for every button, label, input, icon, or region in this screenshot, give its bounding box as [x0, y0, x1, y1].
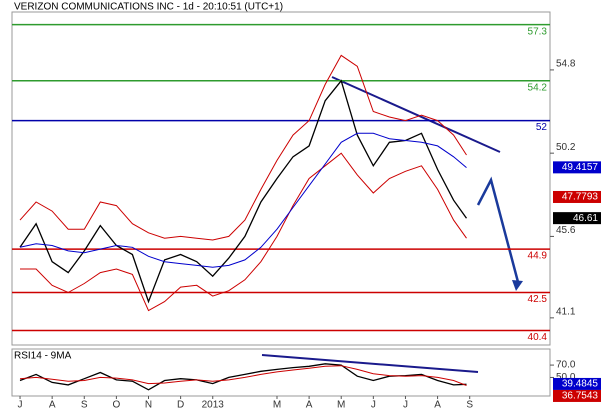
value-marker-label: 36.7543 [562, 391, 599, 402]
x-tick-label: A [49, 400, 56, 411]
rsi-panel [11, 348, 551, 397]
forecast-arrow [476, 176, 520, 283]
value-marker [553, 212, 601, 225]
value-marker [553, 190, 601, 203]
level-label: 42.5 [528, 294, 548, 305]
arrow-head [512, 280, 523, 291]
trend-line [331, 76, 501, 153]
rsi-trend-line [261, 354, 479, 373]
x-tick-label: M [337, 400, 345, 411]
rsi-title: RSI14 - 9MA [14, 351, 72, 362]
x-tick-label: S [466, 400, 473, 411]
level-label: 44.9 [528, 251, 548, 262]
value-marker [553, 161, 601, 174]
y-tick-label: 50.0 [556, 372, 576, 383]
x-tick-label: J [18, 400, 23, 411]
series-line [19, 132, 467, 268]
x-tick-label: A [434, 400, 441, 411]
x-tick-label: J [403, 400, 408, 411]
level-label: 52 [536, 122, 548, 133]
level-label: 54.2 [528, 82, 548, 93]
x-tick-label: A [306, 400, 313, 411]
series-line [20, 152, 467, 312]
y-tick-label: 45.6 [556, 225, 576, 236]
series-line [19, 79, 468, 304]
value-marker-label: 46.61 [573, 213, 598, 224]
value-marker [553, 377, 601, 390]
y-tick-label: 50.2 [556, 142, 576, 153]
y-tick-label: 54.8 [556, 59, 576, 70]
value-marker-label: 47.7793 [562, 192, 599, 203]
value-marker-label: 39.4845 [562, 379, 599, 390]
x-tick-label: M [273, 400, 281, 411]
series-line [19, 365, 467, 386]
x-tick-label: J [371, 400, 376, 411]
x-tick-label: S [81, 400, 88, 411]
x-tick-label: O [112, 400, 120, 411]
y-tick-label: 70.0 [556, 360, 576, 371]
series-line [19, 54, 467, 241]
level-label: 40.4 [528, 332, 548, 343]
x-tick-label: D [177, 400, 184, 411]
y-tick-label: 41.1 [556, 306, 576, 317]
level-label: 57.3 [528, 26, 548, 37]
price-panel [11, 11, 551, 346]
value-marker [553, 389, 601, 402]
chart-title: VERIZON COMMUNICATIONS INC - 1d - 20:10:… [14, 2, 283, 13]
value-marker-label: 49.4157 [562, 162, 599, 173]
x-tick-label: N [145, 400, 152, 411]
x-tick-label: 2013 [202, 400, 225, 411]
